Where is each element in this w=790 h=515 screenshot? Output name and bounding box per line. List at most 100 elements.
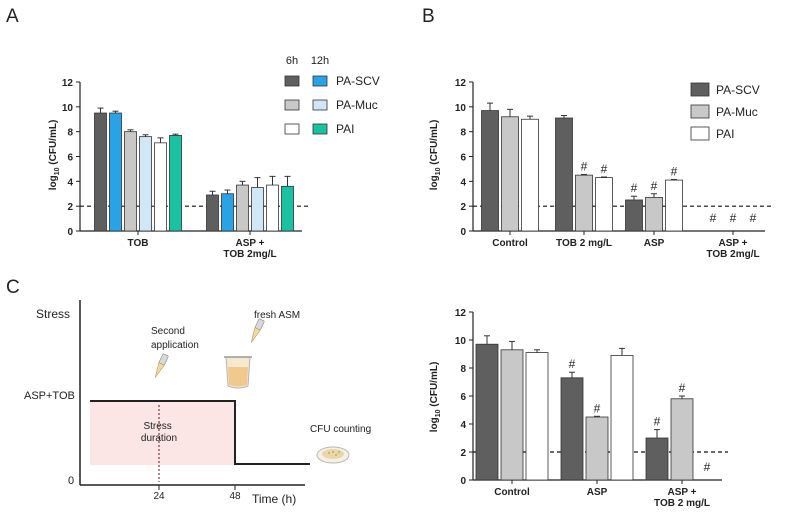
y-tick-label: 12: [455, 308, 467, 319]
legend-header-6h: 6h: [286, 55, 298, 67]
y-label-sub: 10: [435, 409, 442, 417]
bar: [236, 184, 249, 232]
stress-duration-box: [90, 401, 235, 465]
bar: [281, 185, 294, 232]
bar: [521, 118, 539, 232]
second-application-line-2: application: [151, 340, 199, 351]
y-tick-label: 10: [455, 103, 467, 114]
bar: [610, 354, 634, 481]
y-tick-label: 8: [460, 128, 466, 139]
significance-mark: #: [750, 211, 757, 225]
y-tick-label: 2: [460, 448, 466, 459]
significance-mark: #: [631, 181, 638, 195]
time-axis-label: Time (h): [252, 492, 296, 506]
legend-swatch-12h: [312, 123, 328, 135]
bar: [139, 136, 152, 232]
significance-mark: #: [704, 460, 711, 474]
significance-mark: #: [601, 162, 608, 176]
x-category-label: ASP +: [719, 238, 748, 249]
significance-mark: #: [671, 164, 678, 178]
bar: [251, 187, 264, 232]
asp-tob-level-label: ASP+TOB: [24, 390, 75, 402]
legend-swatch-6h: [284, 75, 300, 87]
x-category-label: TOB 2 mg/L: [654, 498, 710, 509]
petri-dish-icon: [316, 446, 350, 464]
y-tick-label: 10: [62, 103, 74, 114]
significance-mark: #: [651, 179, 658, 193]
bar: [475, 343, 499, 481]
bar: [154, 142, 167, 232]
x-category-label: ASP: [587, 487, 608, 498]
bar: [94, 112, 107, 232]
bar: [555, 117, 573, 232]
chart-b-y-axis-label: log10 (CFU/mL): [429, 120, 442, 191]
stress-duration-line-2: duration: [141, 433, 177, 444]
bar: [221, 193, 234, 232]
pipette-icon: [154, 353, 169, 378]
origin-label: 0: [68, 475, 74, 487]
bar: [481, 110, 499, 232]
bar: [560, 377, 584, 481]
y-tick-label: 8: [460, 364, 466, 375]
y-label-log: log: [429, 417, 440, 432]
fresh-asm-label: fresh ASM: [254, 310, 300, 321]
stress-duration-line-1: Stress: [143, 421, 171, 432]
bar: [585, 416, 609, 481]
y-tick-label: 6: [67, 153, 73, 164]
cfu-counting-label: CFU counting: [310, 424, 371, 435]
chart-a-legend: 6h 12h PA-SCV PA-Muc PAI: [284, 55, 380, 136]
bar: [645, 437, 669, 481]
x-category-label: TOB 2mg/L: [223, 249, 276, 260]
bar: [124, 131, 137, 232]
panel-c-label: C: [6, 277, 20, 298]
x-category-label: ASP: [644, 238, 665, 249]
y-tick-label: 2: [67, 202, 73, 213]
second-application-label: Second application: [151, 326, 199, 351]
legend-swatch: [690, 104, 710, 119]
significance-mark: #: [594, 401, 601, 415]
y-tick-label: 6: [460, 392, 466, 403]
y-label-rest: (CFU/mL): [429, 362, 440, 410]
bar: [206, 194, 219, 232]
bar: [169, 134, 182, 232]
y-tick-label: 12: [455, 78, 467, 89]
y-tick-label: 4: [67, 177, 73, 188]
legend-swatch-12h: [312, 75, 328, 87]
stress-duration-label: Stress duration: [141, 421, 177, 444]
significance-mark: #: [569, 357, 576, 371]
legend-swatch: [690, 126, 710, 141]
legend-swatch-6h: [284, 123, 300, 135]
bar: [575, 174, 593, 232]
x-category-label: TOB 2mg/L: [706, 249, 759, 260]
chart-b: 0 2 4 6 8 10 12 Control TOB 2 mg/L ASP ASP +TOB 2m…: [429, 78, 771, 260]
y-label-log: log: [48, 175, 59, 190]
y-tick-label: 0: [460, 476, 466, 487]
stress-axis-label: Stress: [36, 307, 70, 321]
stress-level-line: [90, 400, 310, 465]
significance-mark: #: [730, 211, 737, 225]
x-category-label: Control: [494, 487, 530, 498]
legend-swatch: [690, 82, 710, 97]
y-tick-label: 4: [460, 177, 466, 188]
x-tick-24: 24: [153, 491, 165, 502]
y-label-rest: (CFU/mL): [48, 120, 59, 168]
x-category-label: TOB 2 mg/L: [556, 238, 612, 249]
x-category-label: ASP +: [236, 238, 265, 249]
legend-label: PA-SCV: [336, 74, 380, 88]
y-tick-label: 12: [62, 78, 74, 89]
y-tick-label: 2: [460, 202, 466, 213]
x-tick-48: 48: [229, 491, 241, 502]
panel-a-label: A: [6, 6, 19, 27]
legend-swatch-6h: [284, 99, 300, 111]
pipette-asm-icon: [250, 318, 265, 343]
y-tick-label: 4: [460, 420, 466, 431]
bar: [645, 197, 663, 232]
y-tick-label: 8: [67, 128, 73, 139]
legend-header-12h: 12h: [311, 55, 329, 67]
bar: [625, 199, 643, 232]
legend-swatch-12h: [312, 99, 328, 111]
y-label-log: log: [429, 175, 440, 190]
y-tick-label: 0: [460, 227, 466, 238]
